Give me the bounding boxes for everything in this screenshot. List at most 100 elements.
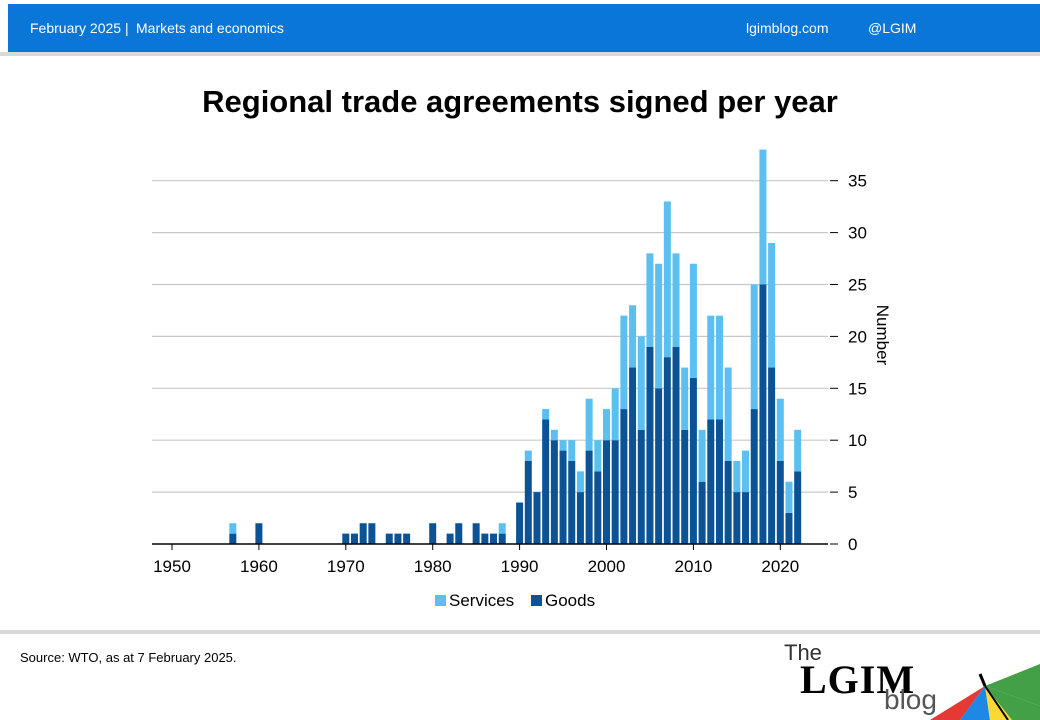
bar-services bbox=[759, 149, 767, 285]
trade-agreements-chart: 0 5 10 15 20 25 30 35 1950 1960 1970 1980 1990 2000 20… bbox=[152, 149, 892, 610]
bar-goods bbox=[568, 460, 576, 544]
bar-services bbox=[742, 450, 750, 493]
bar-goods bbox=[707, 419, 715, 544]
bar-services bbox=[707, 315, 715, 420]
bar-services bbox=[524, 450, 532, 461]
bar-services bbox=[576, 471, 584, 493]
bottom-divider bbox=[0, 630, 1040, 634]
bar-goods bbox=[776, 460, 784, 544]
bar-goods bbox=[542, 419, 550, 544]
y-tick-label: 30 bbox=[848, 224, 867, 243]
bar-goods bbox=[350, 533, 358, 544]
bar-services bbox=[550, 429, 558, 441]
bar-services bbox=[785, 481, 793, 513]
bar-goods bbox=[655, 388, 663, 544]
x-tick-label: 2020 bbox=[761, 557, 799, 576]
x-tick-label: 2010 bbox=[674, 557, 712, 576]
bar-services bbox=[750, 284, 758, 410]
bar-goods bbox=[455, 523, 463, 544]
bar-goods bbox=[446, 533, 454, 544]
bar-services bbox=[229, 523, 237, 534]
y-tick-label: 35 bbox=[848, 172, 867, 191]
bar-services bbox=[776, 398, 784, 461]
bar-goods bbox=[663, 357, 671, 544]
bar-services bbox=[559, 440, 567, 451]
bar-goods bbox=[576, 492, 584, 544]
bar-goods bbox=[768, 367, 776, 544]
bar-goods bbox=[394, 533, 402, 544]
chart-title: Regional trade agreements signed per yea… bbox=[202, 84, 838, 119]
bar-goods bbox=[472, 523, 480, 544]
bar-goods bbox=[672, 346, 680, 544]
bar-services bbox=[498, 523, 506, 534]
header-bar: February 2025 | Markets and economics lg… bbox=[8, 4, 1040, 52]
x-tick-label: 1980 bbox=[414, 557, 452, 576]
bar-goods bbox=[698, 481, 706, 544]
y-axis-label: Number bbox=[873, 305, 892, 366]
bar-services bbox=[542, 409, 550, 420]
bar-goods bbox=[368, 523, 376, 544]
bar-goods bbox=[637, 429, 645, 544]
x-tick-label: 1950 bbox=[153, 557, 191, 576]
y-tick-label: 0 bbox=[848, 535, 857, 554]
header-date: February 2025 | bbox=[30, 20, 129, 36]
bar-services bbox=[646, 253, 654, 347]
bar-goods bbox=[229, 533, 237, 544]
bar-goods bbox=[715, 419, 723, 544]
bar-goods bbox=[255, 523, 263, 544]
bar-services bbox=[689, 263, 697, 378]
bar-goods bbox=[359, 523, 367, 544]
legend-label: Goods bbox=[545, 591, 595, 610]
bar-goods bbox=[550, 440, 558, 544]
legend-swatch bbox=[531, 595, 542, 606]
legend: Services Goods bbox=[435, 591, 595, 610]
bar-services bbox=[681, 367, 689, 430]
twitter-handle-link[interactable]: @LGIM bbox=[868, 20, 917, 36]
bar-services bbox=[672, 253, 680, 347]
y-tick-label: 10 bbox=[848, 431, 867, 450]
bars bbox=[229, 149, 802, 544]
bar-services bbox=[603, 409, 610, 441]
x-tick-label: 2000 bbox=[588, 557, 626, 576]
x-tick-label: 1960 bbox=[240, 557, 278, 576]
bar-services bbox=[733, 460, 741, 493]
bar-goods bbox=[794, 471, 802, 544]
grid-lines bbox=[152, 180, 828, 493]
source-note: Source: WTO, as at 7 February 2025. bbox=[20, 650, 237, 665]
site-link[interactable]: lgimblog.com bbox=[746, 20, 829, 36]
y-tick-label: 25 bbox=[848, 276, 867, 295]
header-section: Markets and economics bbox=[136, 20, 284, 36]
bar-goods bbox=[429, 523, 437, 544]
bar-services bbox=[611, 388, 619, 441]
bar-goods bbox=[481, 533, 489, 544]
bar-goods bbox=[342, 533, 350, 544]
umbrella-icon bbox=[930, 664, 1040, 720]
bar-services bbox=[655, 263, 663, 389]
bar-services bbox=[637, 336, 645, 430]
bar-services bbox=[629, 305, 637, 368]
y-tick-label: 5 bbox=[848, 483, 857, 502]
bar-goods bbox=[559, 450, 567, 544]
bar-services bbox=[585, 398, 593, 451]
logo-lgim: LGIM bbox=[800, 657, 916, 702]
bar-goods bbox=[603, 440, 610, 544]
bar-services bbox=[594, 440, 602, 472]
bar-services bbox=[698, 429, 706, 482]
bar-goods bbox=[594, 471, 602, 544]
y-tick-label: 20 bbox=[848, 327, 867, 346]
x-tick-label: 1990 bbox=[501, 557, 539, 576]
legend-swatch bbox=[435, 595, 446, 606]
bar-goods bbox=[681, 429, 689, 544]
bar-goods bbox=[385, 533, 393, 544]
bar-goods bbox=[524, 460, 532, 544]
bar-services bbox=[568, 440, 576, 461]
bar-services bbox=[620, 315, 628, 410]
top-divider bbox=[0, 52, 1040, 56]
bar-goods bbox=[733, 492, 741, 544]
logo-blog: blog bbox=[884, 684, 937, 715]
bar-services bbox=[794, 429, 802, 472]
bar-goods bbox=[646, 346, 654, 544]
bar-goods bbox=[785, 512, 793, 544]
bar-goods bbox=[620, 409, 628, 544]
logo-the: The bbox=[784, 640, 822, 665]
